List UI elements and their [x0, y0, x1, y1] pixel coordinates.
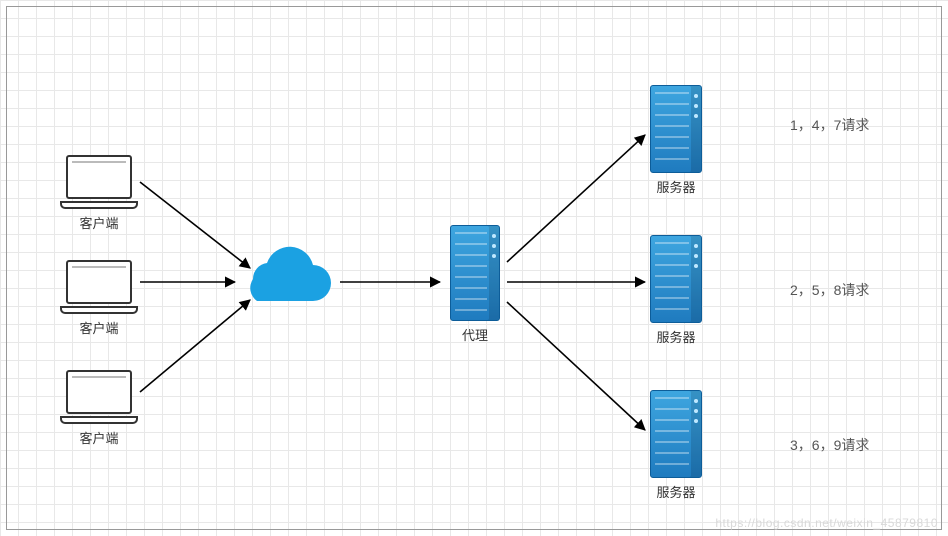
client-label: 客户端 — [60, 213, 138, 232]
server-node-1: 服务器 — [650, 85, 702, 196]
server-icon — [650, 85, 702, 173]
server-icon — [450, 225, 500, 321]
server-node-3: 服务器 — [650, 390, 702, 501]
proxy-label: 代理 — [450, 325, 500, 344]
proxy-node: 代理 — [450, 225, 500, 344]
watermark-text: https://blog.csdn.net/weixin_45879810 — [715, 516, 938, 530]
client-node-3: 客户端 — [60, 370, 138, 447]
request-annotation-3: 3，6，9请求 — [790, 435, 869, 455]
server-icon — [650, 235, 702, 323]
server-icon — [650, 390, 702, 478]
request-annotation-2: 2，5，8请求 — [790, 280, 869, 300]
client-node-1: 客户端 — [60, 155, 138, 232]
edge-arrow — [507, 302, 645, 430]
laptop-icon — [60, 260, 138, 314]
client-label: 客户端 — [60, 318, 138, 337]
server-label: 服务器 — [650, 327, 702, 346]
edge-arrow — [140, 300, 250, 392]
client-label: 客户端 — [60, 428, 138, 447]
server-node-2: 服务器 — [650, 235, 702, 346]
request-annotation-1: 1，4，7请求 — [790, 115, 869, 135]
server-label: 服务器 — [650, 482, 702, 501]
client-node-2: 客户端 — [60, 260, 138, 337]
diagram-canvas: 客户端 客户端 客户端 代理 服务器 服务器 服务器 1，4，7请求 2 — [0, 0, 948, 536]
laptop-icon — [60, 155, 138, 209]
edge-arrow — [140, 182, 250, 268]
edge-arrow — [507, 135, 645, 262]
cloud-node — [235, 245, 335, 315]
cloud-icon — [235, 245, 335, 315]
server-label: 服务器 — [650, 177, 702, 196]
laptop-icon — [60, 370, 138, 424]
